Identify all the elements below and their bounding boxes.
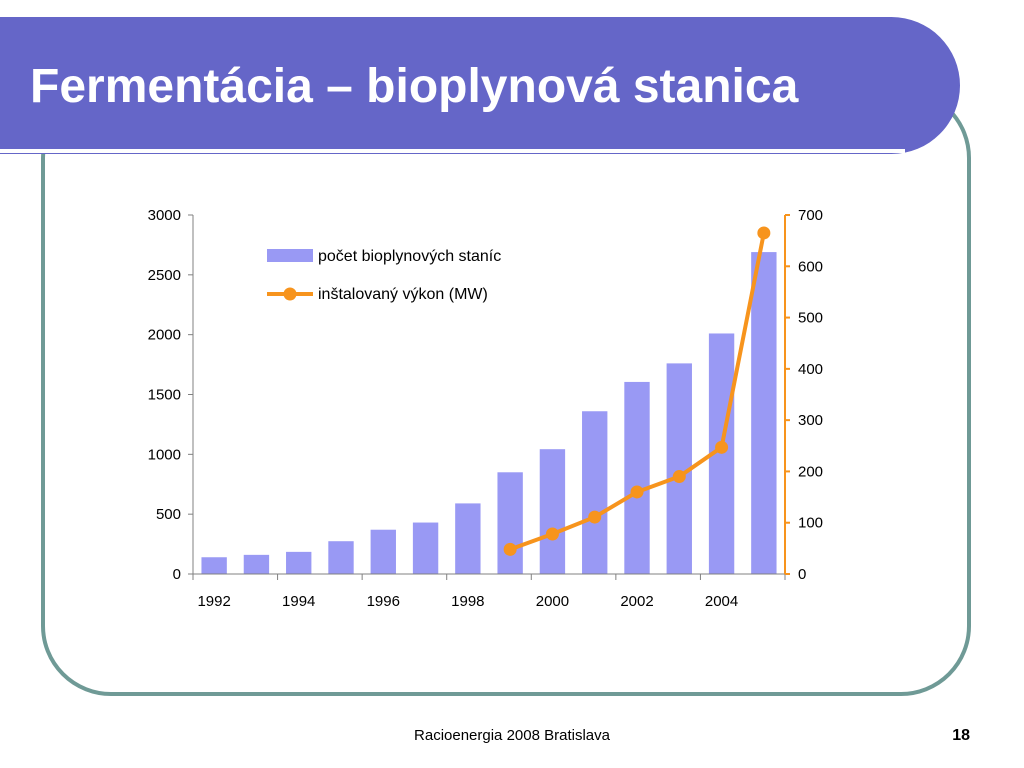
bar [412,522,439,574]
right-axis-tick-label: 600 [798,258,823,275]
x-axis-tick-label: 1996 [367,593,400,610]
line-point [588,510,602,524]
line-point [630,485,644,499]
right-axis-tick-label: 500 [798,310,823,327]
bar [624,381,650,574]
bar [201,557,227,574]
legend-swatch-marker [283,287,297,301]
x-axis-tick-label: 2002 [620,593,653,610]
title-underline [0,149,905,153]
bar [286,551,312,574]
right-axis-tick-label: 200 [798,463,823,480]
left-axis-tick-label: 500 [156,506,181,523]
bar [370,529,396,574]
right-axis-tick-label: 100 [798,515,823,532]
legend-label-bars: počet bioplynových staníc [318,248,501,265]
bar [328,541,354,574]
content-frame [41,88,971,696]
bar [455,503,481,574]
line-point [757,226,771,240]
legend-label-line: inštalovaný výkon (MW) [318,286,488,303]
left-axis-tick-label: 2500 [148,267,181,284]
bar [582,411,608,574]
legend-swatch-bars [267,249,313,262]
bar [497,472,523,574]
footer-text: Racioenergia 2008 Bratislava [414,727,610,744]
line-point [715,440,729,454]
left-axis-tick-label: 3000 [148,207,181,224]
left-axis-tick-label: 1500 [148,387,181,404]
page-title: Fermentácia – bioplynová stanica [30,60,799,113]
left-axis-tick-label: 0 [173,566,181,583]
bar [243,554,270,574]
line-point [545,527,559,541]
x-axis-tick-label: 1992 [197,593,230,610]
page-number: 18 [952,727,970,744]
left-axis-tick-label: 2000 [148,327,181,344]
x-axis-tick-label: 2004 [705,593,738,610]
x-axis-tick-label: 1998 [451,593,484,610]
line-point [503,542,517,556]
bar [751,252,777,574]
x-axis-tick-label: 2000 [536,593,569,610]
right-axis-tick-label: 300 [798,412,823,429]
bar [539,449,566,574]
right-axis-tick-label: 700 [798,207,823,224]
left-axis-tick-label: 1000 [148,446,181,463]
title-bar: Fermentácia – bioplynová stanica [0,17,960,154]
x-axis-tick-label: 1994 [282,593,315,610]
right-axis-tick-label: 0 [798,566,806,583]
line-point [672,470,686,484]
right-axis-tick-label: 400 [798,361,823,378]
